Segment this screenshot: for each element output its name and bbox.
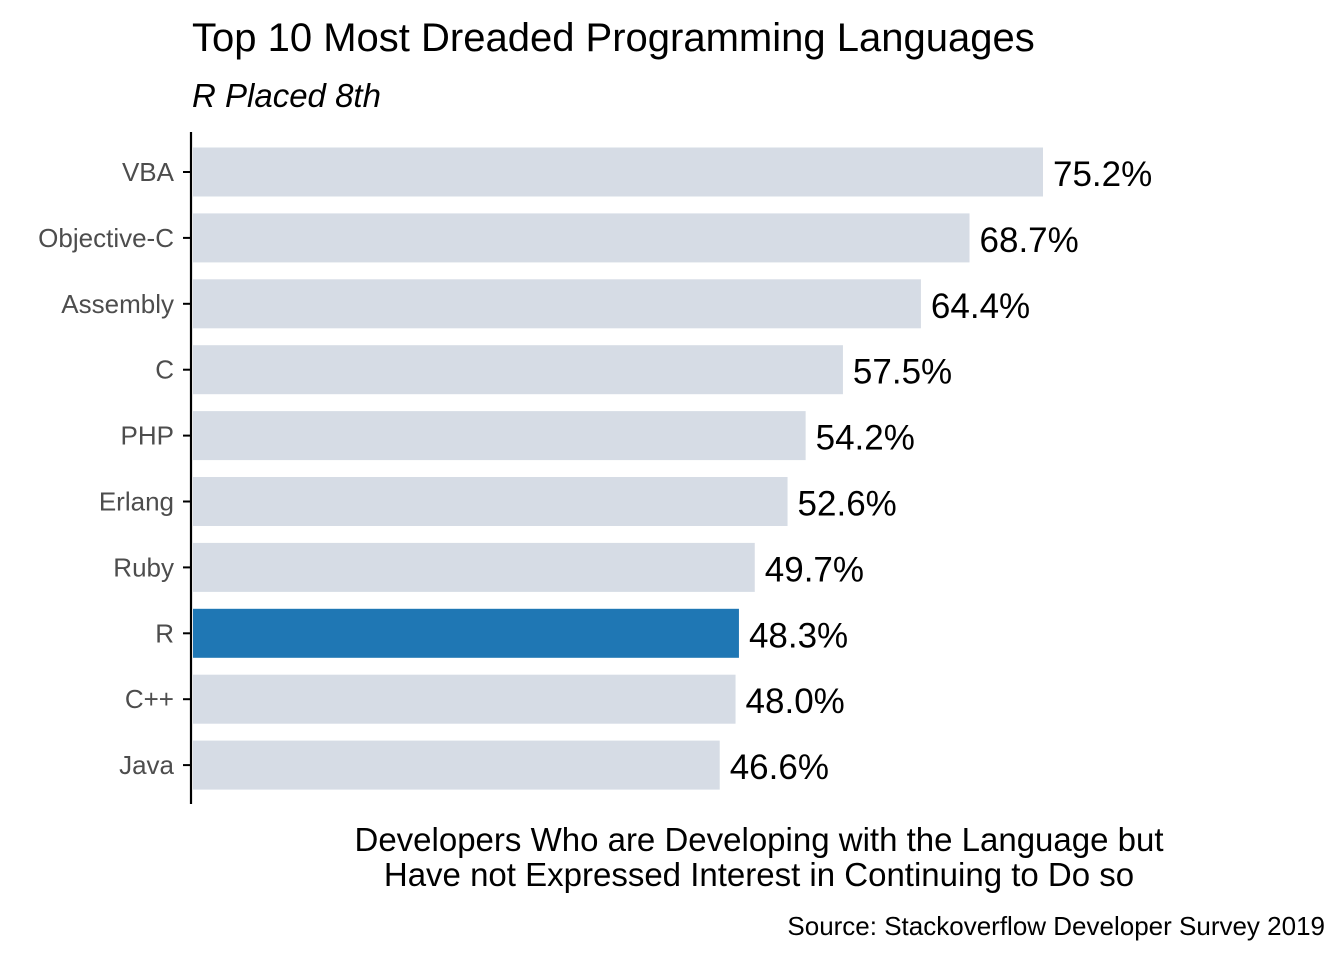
source-caption: Source: Stackoverflow Developer Survey 2… xyxy=(787,911,1325,941)
value-label-r: 48.3% xyxy=(749,616,848,655)
value-label-vba: 75.2% xyxy=(1053,155,1152,194)
y-label-assembly: Assembly xyxy=(61,289,174,319)
bar-r xyxy=(193,608,739,658)
bar-ruby xyxy=(193,542,755,592)
value-label-erlang: 52.6% xyxy=(798,485,897,524)
x-axis-label-line-2: Have not Expressed Interest in Continuin… xyxy=(384,856,1134,893)
x-axis-label-line-1: Developers Who are Developing with the L… xyxy=(354,821,1163,858)
bar-java xyxy=(193,740,720,790)
value-label-ruby: 49.7% xyxy=(765,550,864,589)
bar-erlang xyxy=(193,477,788,526)
y-label-erlang: Erlang xyxy=(99,487,174,517)
y-label-objective-c: Objective-C xyxy=(38,223,174,253)
y-axis-labels: VBA Objective-C Assembly C PHP Erlang Ruby R C++… xyxy=(38,157,174,780)
value-label-java: 46.6% xyxy=(730,748,829,787)
y-label-c: C xyxy=(155,355,174,385)
y-label-r: R xyxy=(155,618,174,648)
y-label-php: PHP xyxy=(121,421,174,451)
y-axis-ticks xyxy=(183,171,191,767)
value-label-cplusplus: 48.0% xyxy=(746,682,845,721)
bars-group xyxy=(193,147,1043,790)
bar-objective-c xyxy=(193,213,970,263)
y-label-java: Java xyxy=(119,750,174,780)
bar-assembly xyxy=(193,279,921,329)
bar-c xyxy=(193,345,843,395)
y-label-cplusplus: C++ xyxy=(125,684,174,714)
y-label-ruby: Ruby xyxy=(113,552,174,582)
chart-title: Top 10 Most Dreaded Programming Language… xyxy=(192,16,1035,60)
bar-cplusplus xyxy=(193,674,736,724)
value-label-objective-c: 68.7% xyxy=(980,221,1079,260)
value-label-c: 57.5% xyxy=(853,353,952,392)
value-labels-group: 75.2% 68.7% 64.4% 57.5% 54.2% 52.6% 49.7% 48.3%… xyxy=(730,155,1153,787)
bar-php xyxy=(193,411,806,461)
y-label-vba: VBA xyxy=(122,157,175,187)
bar-vba xyxy=(193,147,1043,197)
chart-subtitle: R Placed 8th xyxy=(192,77,381,114)
value-label-php: 54.2% xyxy=(816,419,915,458)
value-label-assembly: 64.4% xyxy=(931,287,1030,326)
